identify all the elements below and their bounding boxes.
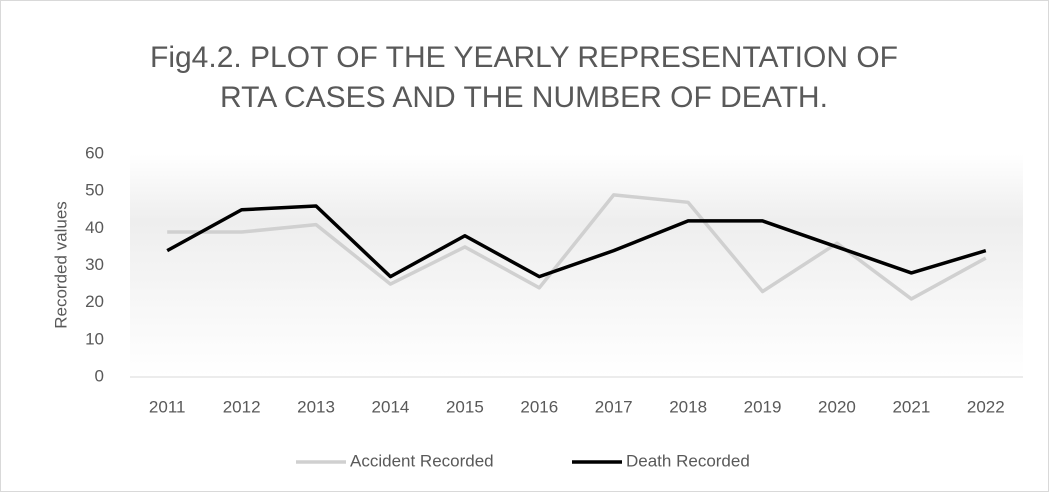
y-tick-label: 50	[85, 181, 104, 200]
chart-title: Fig4.2. PLOT OF THE YEARLY REPRESENTATIO…	[150, 41, 898, 114]
legend-label: Death Recorded	[626, 451, 750, 470]
y-tick-label: 0	[95, 366, 104, 385]
legend-label: Accident Recorded	[350, 451, 494, 470]
y-tick-label: 30	[85, 255, 104, 274]
x-tick-label: 2020	[818, 397, 856, 416]
x-tick-label: 2014	[372, 397, 410, 416]
x-tick-label: 2018	[669, 397, 707, 416]
x-tick-label: 2011	[149, 397, 186, 416]
x-tick-label: 2012	[223, 397, 261, 416]
series-line	[166, 204, 987, 279]
y-tick-label: 10	[85, 329, 104, 348]
x-tick-label: 2016	[520, 397, 558, 416]
x-tick-label: 2021	[892, 397, 930, 416]
plot-background	[130, 154, 1023, 377]
x-tick-label: 2022	[967, 397, 1005, 416]
x-tick-label: 2015	[446, 397, 484, 416]
y-tick-label: 40	[85, 218, 104, 237]
y-tick-label: 20	[85, 292, 104, 311]
x-tick-label: 2019	[744, 397, 782, 416]
y-axis-label: Recorded values	[51, 201, 70, 329]
x-tick-label: 2013	[297, 397, 335, 416]
x-tick-label: 2017	[595, 397, 633, 416]
y-tick-label: 60	[85, 143, 104, 162]
